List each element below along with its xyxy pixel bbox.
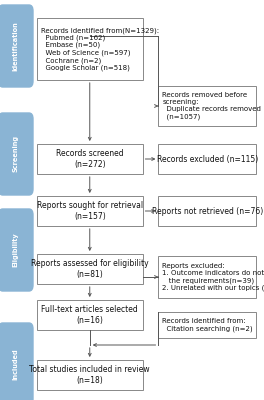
Text: Reports not retrieved (n=76): Reports not retrieved (n=76)	[152, 206, 263, 216]
FancyBboxPatch shape	[37, 18, 143, 80]
Text: Reports excluded:
1. Outcome indicators do not meet
   the requirements(n=39)
2.: Reports excluded: 1. Outcome indicators …	[162, 263, 264, 291]
FancyBboxPatch shape	[158, 196, 256, 226]
Text: Records identified from:
  Citation searching (n=2): Records identified from: Citation search…	[162, 318, 253, 332]
FancyBboxPatch shape	[37, 144, 143, 174]
FancyBboxPatch shape	[37, 254, 143, 284]
Text: Records screened
(n=272): Records screened (n=272)	[56, 149, 124, 169]
Text: Reports assessed for eligibility
(n=81): Reports assessed for eligibility (n=81)	[31, 259, 149, 279]
FancyBboxPatch shape	[37, 360, 143, 390]
FancyBboxPatch shape	[158, 86, 256, 126]
FancyBboxPatch shape	[37, 300, 143, 330]
Text: Full-text articles selected
(n=16): Full-text articles selected (n=16)	[41, 305, 138, 325]
Text: Eligibility: Eligibility	[13, 233, 19, 267]
FancyBboxPatch shape	[0, 209, 33, 291]
Text: Screening: Screening	[13, 136, 19, 172]
Text: Records removed before
screening:
  Duplicate records removed
  (n=1057): Records removed before screening: Duplic…	[162, 92, 261, 120]
Text: Total studies included in review
(n=18): Total studies included in review (n=18)	[30, 365, 150, 385]
FancyBboxPatch shape	[0, 323, 33, 400]
Text: Included: Included	[13, 348, 19, 380]
FancyBboxPatch shape	[37, 196, 143, 226]
Text: Records identified from(N=1329):
  Pubmed (n=162)
  Embase (n=50)
  Web of Scien: Records identified from(N=1329): Pubmed …	[41, 27, 159, 71]
FancyBboxPatch shape	[158, 256, 256, 298]
Text: Records excluded (n=115): Records excluded (n=115)	[157, 154, 258, 164]
FancyBboxPatch shape	[0, 5, 33, 87]
FancyBboxPatch shape	[158, 312, 256, 338]
FancyBboxPatch shape	[158, 144, 256, 174]
FancyBboxPatch shape	[0, 113, 33, 195]
Text: Identification: Identification	[13, 21, 19, 71]
Text: Reports sought for retrieval
(n=157): Reports sought for retrieval (n=157)	[37, 201, 143, 221]
